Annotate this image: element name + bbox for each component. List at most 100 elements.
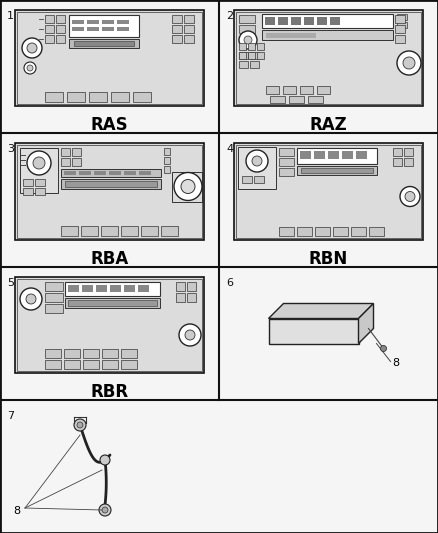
Polygon shape [268, 319, 358, 343]
Bar [87, 20, 99, 24]
Bar [239, 43, 246, 50]
Bar [262, 14, 393, 28]
Circle shape [239, 31, 257, 49]
Bar [239, 25, 255, 33]
Bar [45, 282, 63, 291]
Circle shape [100, 455, 110, 465]
Bar [15, 277, 204, 373]
Bar [164, 148, 170, 155]
Circle shape [77, 422, 83, 428]
Bar [17, 145, 202, 238]
Bar [164, 166, 170, 173]
Bar [161, 226, 178, 236]
Bar [101, 226, 118, 236]
Bar [187, 293, 196, 302]
Bar [172, 172, 202, 201]
Bar [15, 10, 204, 106]
Bar [248, 52, 255, 59]
Bar [279, 168, 294, 176]
Text: 1: 1 [7, 11, 14, 21]
Bar [45, 349, 61, 358]
Bar [265, 17, 275, 25]
Bar [72, 20, 84, 24]
Bar [56, 25, 65, 33]
Text: 3: 3 [7, 144, 14, 154]
Bar [234, 10, 423, 106]
Bar [278, 17, 288, 25]
Bar [266, 86, 279, 94]
Bar [250, 52, 259, 59]
Bar [404, 158, 413, 166]
Bar [356, 151, 367, 159]
Bar [176, 282, 185, 291]
Bar [304, 17, 314, 25]
Bar [184, 25, 194, 33]
Bar [110, 285, 121, 292]
Bar [395, 25, 405, 33]
Bar [342, 151, 353, 159]
Circle shape [181, 180, 195, 193]
Bar [56, 35, 65, 43]
Bar [187, 282, 196, 291]
Bar [317, 17, 327, 25]
Bar [279, 158, 294, 166]
Bar [17, 12, 202, 104]
Bar [393, 148, 402, 156]
Bar [254, 176, 264, 183]
Bar [109, 171, 121, 175]
Circle shape [27, 65, 33, 71]
Bar [172, 35, 182, 43]
Circle shape [405, 191, 415, 201]
Bar [45, 25, 54, 33]
Bar [72, 158, 81, 166]
Text: 2: 2 [226, 11, 233, 21]
Bar [87, 27, 99, 31]
Circle shape [174, 173, 202, 200]
Bar [102, 27, 114, 31]
Bar [395, 15, 405, 23]
Bar [61, 169, 161, 177]
Bar [236, 12, 421, 104]
Polygon shape [358, 303, 374, 343]
Bar [20, 148, 58, 193]
Bar [64, 360, 80, 369]
Bar [333, 227, 348, 236]
Bar [111, 92, 129, 102]
Text: RBN: RBN [309, 250, 348, 268]
Circle shape [33, 157, 45, 169]
Bar [397, 14, 407, 20]
Bar [102, 20, 114, 24]
Bar [266, 33, 316, 38]
Bar [397, 22, 407, 28]
Bar [65, 298, 160, 308]
Bar [65, 181, 157, 187]
Bar [45, 92, 63, 102]
Bar [133, 92, 151, 102]
Circle shape [244, 36, 252, 44]
Bar [351, 227, 366, 236]
Bar [56, 15, 65, 23]
Bar [172, 25, 182, 33]
Bar [248, 43, 255, 50]
Bar [138, 285, 149, 292]
Bar [257, 43, 264, 50]
Text: RAS: RAS [91, 116, 128, 134]
Circle shape [381, 345, 386, 351]
Bar [72, 148, 81, 156]
Bar [308, 96, 323, 103]
Bar [17, 279, 202, 371]
Bar [184, 15, 194, 23]
Bar [45, 360, 61, 369]
Bar [45, 35, 54, 43]
Circle shape [179, 324, 201, 346]
Circle shape [99, 504, 111, 516]
Bar [301, 168, 373, 173]
Bar [64, 171, 76, 175]
Circle shape [27, 43, 37, 53]
Bar [35, 179, 45, 186]
Bar [297, 148, 377, 164]
Bar [124, 285, 135, 292]
Bar [67, 92, 85, 102]
Circle shape [20, 288, 42, 310]
Bar [291, 17, 301, 25]
